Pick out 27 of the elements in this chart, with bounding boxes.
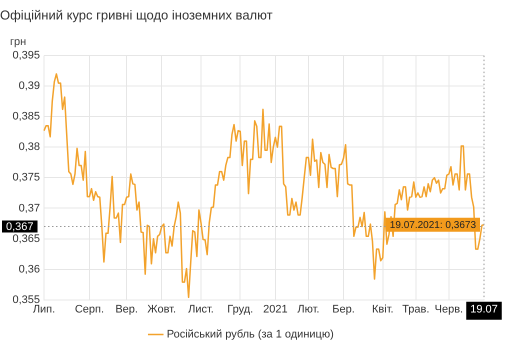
y-tick-label: 0,39 — [18, 80, 40, 92]
y-axis-title: грн — [10, 36, 26, 48]
x-tick-label: 19.07 — [470, 303, 498, 316]
legend-label: Російський рубль (за 1 одиницю) — [166, 328, 334, 341]
y-tick-label: 0,395 — [12, 50, 40, 62]
x-tick-label: Трав. — [402, 303, 430, 316]
x-tick-label: Груд. — [227, 303, 254, 316]
x-tick-label: Лют. — [297, 303, 320, 316]
x-tick-label: Черв. — [434, 303, 464, 316]
y-tick-label: 0,375 — [12, 172, 40, 184]
x-tick-label: Вер. — [115, 303, 138, 316]
x-tick-label: Лип. — [32, 303, 56, 316]
ref-line-label: 0,367 — [6, 221, 34, 234]
y-tick-label: 0,37 — [18, 202, 40, 214]
y-tick-label: 0,355 — [12, 294, 40, 306]
x-tick-label: 2021 — [263, 303, 288, 316]
y-tick-label: 0,38 — [18, 141, 40, 154]
x-tick-label: Серп. — [74, 303, 104, 316]
y-tick-label: 0,385 — [12, 110, 40, 123]
y-tick-label: 0,365 — [12, 232, 40, 245]
x-tick-label: Квіт. — [372, 303, 394, 316]
y-tick-label: 0,36 — [18, 263, 40, 276]
x-tick-label: Бер. — [332, 303, 355, 316]
x-tick-label: Жовт. — [147, 303, 176, 316]
annotation: 19.07.2021: 0,3673 — [390, 220, 476, 231]
chart-title: Офіційний курс гривні щодо іноземних валют — [0, 7, 273, 22]
x-tick-label: Лист. — [188, 303, 214, 316]
